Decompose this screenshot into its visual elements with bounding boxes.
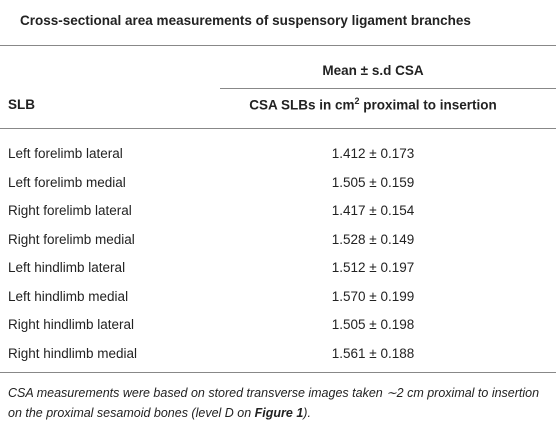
cell-value: 1.570 ± 0.199 bbox=[331, 288, 415, 304]
group-header: Mean ± s.d CSA bbox=[322, 63, 424, 78]
header-text: CSA SLBs in cm bbox=[249, 97, 355, 113]
cell-value: 1.412 ± 0.173 bbox=[331, 146, 415, 161]
row-label: Left forelimb medial bbox=[8, 174, 126, 190]
cell-value: 1.528 ± 0.149 bbox=[331, 231, 415, 247]
header-text: proximal to insertion bbox=[359, 97, 497, 113]
cell-value: 1.505 ± 0.159 bbox=[331, 174, 415, 190]
row-label: Left forelimb lateral bbox=[8, 146, 123, 161]
rule bbox=[0, 372, 556, 373]
cell-value: 1.505 ± 0.198 bbox=[331, 317, 415, 332]
figure-link[interactable]: Figure 1 bbox=[254, 406, 304, 420]
cell-value: 1.561 ± 0.188 bbox=[331, 345, 415, 361]
footnote: CSA measurements were based on stored tr… bbox=[8, 383, 553, 423]
rule bbox=[0, 45, 556, 46]
rule bbox=[220, 88, 556, 89]
cell-value: 1.512 ± 0.197 bbox=[331, 260, 415, 275]
row-label: Right forelimb medial bbox=[8, 231, 135, 247]
header-sup: 2 bbox=[354, 96, 360, 106]
table-title: Cross-sectional area measurements of sus… bbox=[20, 13, 471, 28]
rule bbox=[0, 128, 556, 129]
footnote-text: ). bbox=[303, 406, 311, 420]
cell-value: 1.417 ± 0.154 bbox=[331, 203, 415, 218]
row-label: Left hindlimb lateral bbox=[8, 260, 126, 275]
column-header: SLB bbox=[8, 97, 35, 112]
footnote-text: CSA measurements were based on stored tr… bbox=[8, 386, 540, 420]
row-label: Left hindlimb medial bbox=[8, 288, 129, 304]
row-label: Right forelimb lateral bbox=[8, 203, 132, 218]
row-label: Right hindlimb medial bbox=[8, 345, 138, 361]
column-header: CSA SLBs in cm2 proximal to insertion bbox=[220, 96, 526, 113]
row-label: Right hindlimb lateral bbox=[8, 317, 135, 332]
